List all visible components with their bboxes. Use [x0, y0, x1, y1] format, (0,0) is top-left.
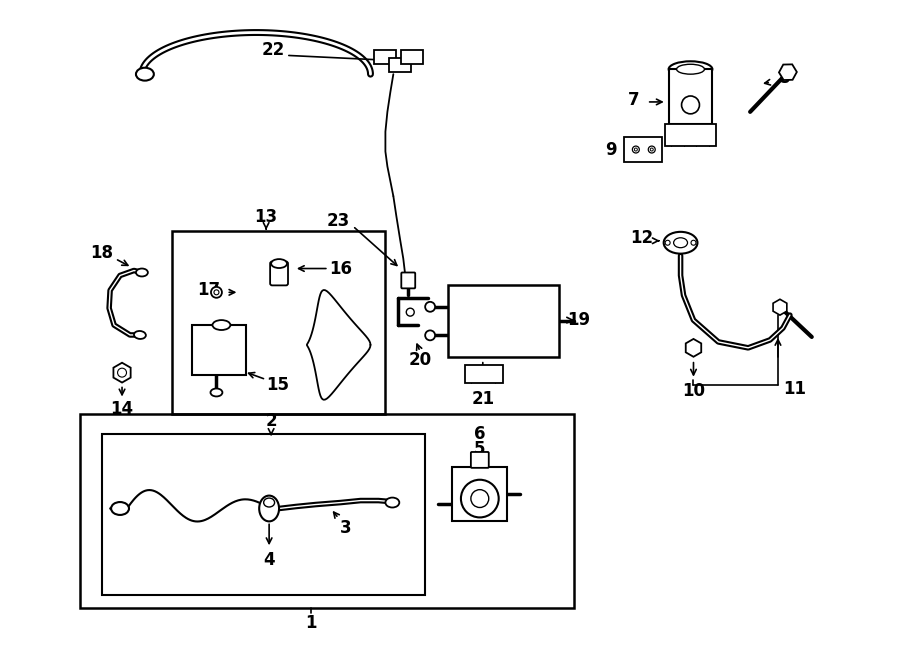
Ellipse shape: [211, 287, 222, 297]
Ellipse shape: [425, 330, 435, 340]
FancyBboxPatch shape: [270, 262, 288, 286]
Ellipse shape: [271, 259, 287, 268]
Bar: [192, 325, 247, 375]
Ellipse shape: [673, 238, 688, 248]
Bar: [465, 365, 503, 383]
Text: 18: 18: [91, 244, 113, 262]
Bar: [103, 434, 425, 595]
Ellipse shape: [648, 146, 655, 153]
Text: 16: 16: [329, 260, 352, 278]
Text: 2: 2: [266, 412, 277, 430]
Text: 23: 23: [327, 212, 350, 230]
Ellipse shape: [259, 496, 279, 522]
Ellipse shape: [385, 498, 400, 508]
FancyBboxPatch shape: [471, 452, 489, 468]
Text: 12: 12: [630, 229, 653, 247]
Ellipse shape: [681, 96, 699, 114]
Ellipse shape: [663, 232, 698, 254]
Text: 9: 9: [605, 141, 617, 159]
Ellipse shape: [665, 240, 670, 245]
Text: 15: 15: [266, 375, 290, 393]
Text: 7: 7: [628, 91, 640, 109]
Ellipse shape: [134, 331, 146, 339]
Text: 1: 1: [305, 613, 317, 631]
Ellipse shape: [136, 268, 148, 276]
Ellipse shape: [212, 320, 230, 330]
Text: 20: 20: [409, 351, 432, 369]
Text: 5: 5: [474, 440, 486, 458]
Ellipse shape: [211, 389, 222, 397]
Text: 17: 17: [197, 282, 220, 299]
Text: 21: 21: [472, 391, 494, 408]
FancyBboxPatch shape: [401, 272, 415, 288]
Bar: [374, 50, 396, 64]
Text: 4: 4: [264, 551, 274, 569]
Bar: [448, 286, 559, 357]
Ellipse shape: [111, 502, 129, 515]
Ellipse shape: [669, 61, 713, 77]
Text: 19: 19: [568, 311, 590, 329]
Ellipse shape: [677, 64, 705, 74]
Text: 6: 6: [474, 425, 486, 443]
Ellipse shape: [471, 490, 489, 508]
Text: 10: 10: [682, 383, 705, 401]
Ellipse shape: [136, 67, 154, 81]
Text: 22: 22: [262, 42, 284, 59]
Ellipse shape: [633, 146, 639, 153]
Text: 14: 14: [111, 401, 133, 418]
Ellipse shape: [461, 480, 499, 518]
Text: 3: 3: [340, 520, 352, 537]
Text: 8: 8: [779, 69, 791, 87]
Ellipse shape: [425, 302, 435, 312]
Ellipse shape: [691, 240, 696, 245]
Ellipse shape: [264, 498, 274, 507]
Bar: [80, 414, 574, 607]
Bar: [669, 69, 713, 124]
Bar: [401, 50, 423, 64]
Bar: [624, 137, 662, 163]
Text: 13: 13: [255, 208, 278, 226]
Bar: [390, 58, 411, 72]
Bar: [172, 231, 385, 414]
Text: 11: 11: [783, 381, 806, 399]
Bar: [452, 467, 507, 522]
Bar: [665, 124, 716, 145]
